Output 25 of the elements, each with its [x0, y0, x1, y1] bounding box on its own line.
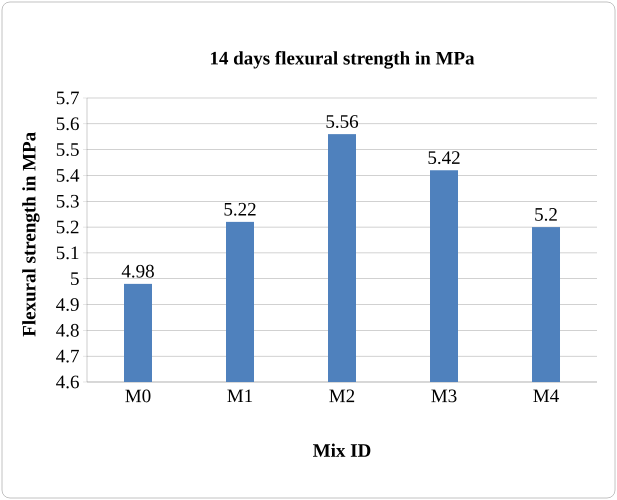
y-tick-label: 5.4 — [56, 169, 80, 182]
y-tick-label: 5.5 — [56, 143, 79, 156]
x-tick-label: M2 — [329, 390, 354, 402]
data-label: 5.2 — [535, 208, 557, 221]
data-label: 5.42 — [428, 151, 460, 164]
y-tick-label: 5 — [71, 272, 79, 286]
data-label: 5.56 — [326, 115, 358, 128]
data-label: 4.98 — [122, 264, 154, 278]
x-axis-title: Mix ID — [313, 444, 370, 457]
x-tick-label: M4 — [533, 390, 559, 402]
x-tick-label: M1 — [227, 390, 252, 402]
y-tick-label: 5.7 — [56, 92, 79, 104]
data-label: 5.22 — [224, 202, 256, 216]
y-tick-label: 4.8 — [56, 324, 79, 337]
y-axis-title: Flexural strength in MPa — [22, 132, 40, 336]
y-tick-label: 4.9 — [56, 298, 79, 311]
x-tick-label: M0 — [125, 390, 150, 402]
y-tick-label: 5.1 — [56, 246, 78, 260]
x-tick-label: M3 — [431, 390, 456, 402]
chart-title: 14 days flexural strength in MPa — [210, 51, 474, 69]
y-tick-label: 5.3 — [56, 194, 79, 208]
y-tick-label: 5.2 — [56, 220, 78, 234]
y-tick-label: 4.6 — [56, 376, 79, 388]
y-tick-label: 5.6 — [56, 117, 79, 130]
y-tick-label: 4.7 — [56, 350, 79, 363]
